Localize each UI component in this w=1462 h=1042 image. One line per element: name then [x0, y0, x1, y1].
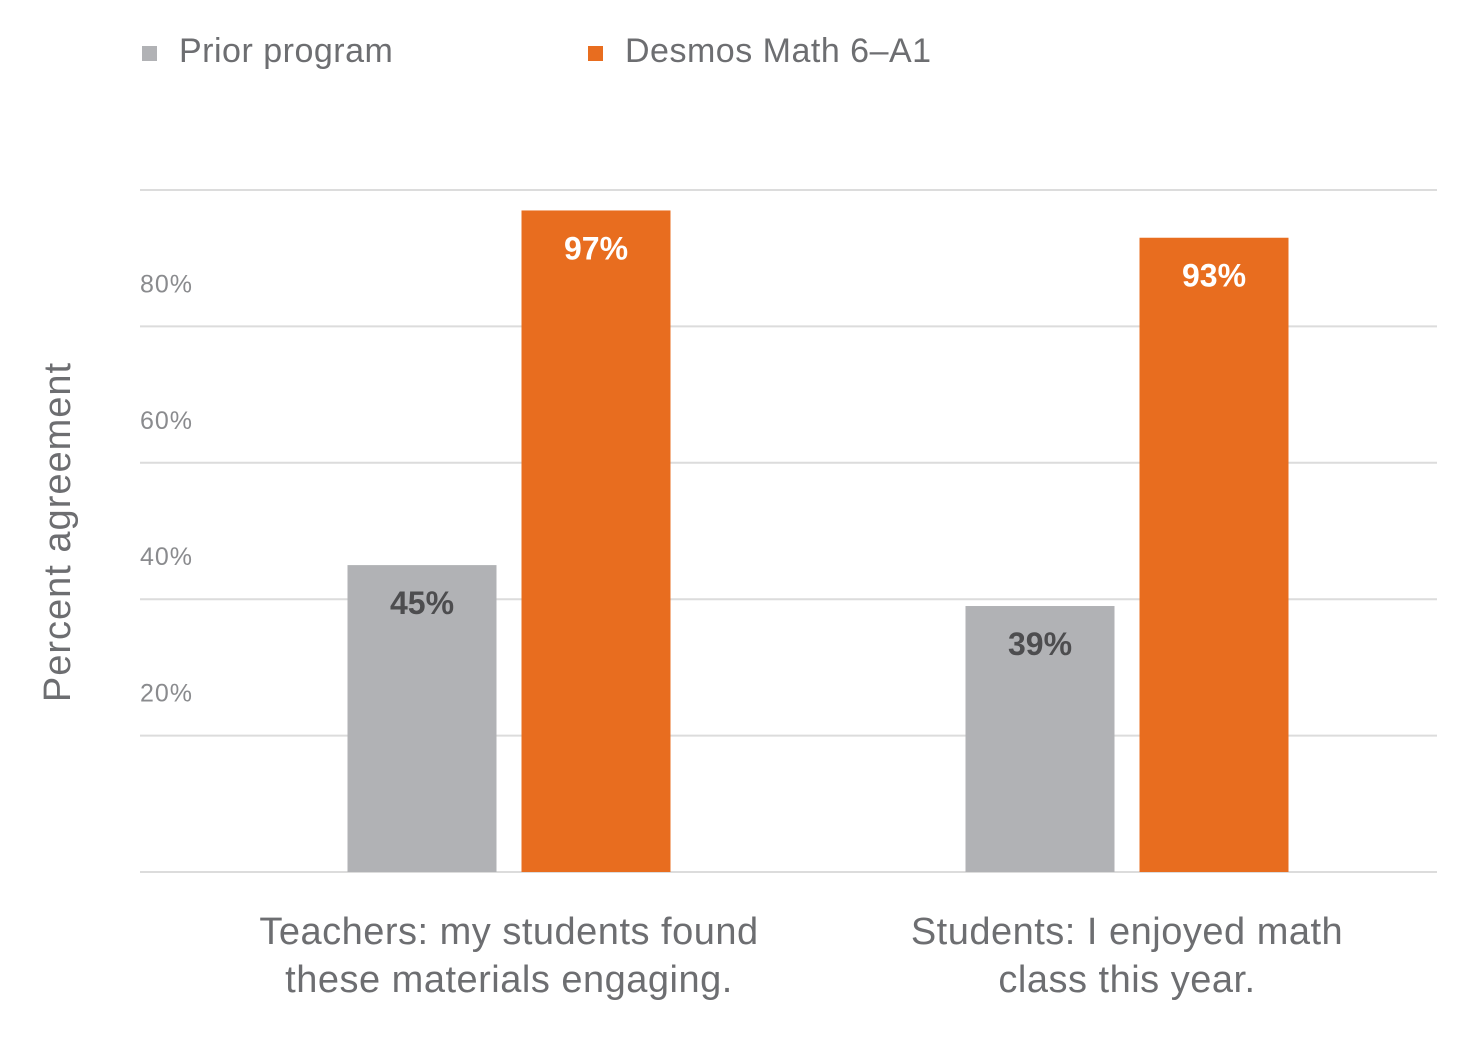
y-tick-label: 80%: [140, 270, 193, 298]
data-label: 45%: [390, 585, 454, 621]
category-labels: Teachers: my students found these materia…: [259, 911, 1343, 1001]
category-label: these materials engaging.: [285, 959, 733, 1001]
bars: 45% 97% 39% 93%: [347, 210, 1289, 873]
y-tick-label: 20%: [140, 680, 193, 708]
category-label: Teachers: my students found: [259, 911, 758, 953]
bar: [521, 210, 671, 872]
bar: [1139, 237, 1289, 873]
y-axis-ticks: 20% 40% 60% 80%: [140, 270, 193, 708]
legend-swatch: [588, 46, 603, 61]
category-label: Students: I enjoyed math: [911, 911, 1343, 953]
data-label: 97%: [564, 230, 628, 266]
legend-label: Prior program: [179, 32, 393, 70]
category-label: class this year.: [998, 959, 1255, 1001]
y-tick-label: 60%: [140, 407, 193, 435]
legend-label: Desmos Math 6–A1: [625, 32, 932, 70]
bar: [347, 565, 497, 872]
data-label: 93%: [1182, 258, 1246, 294]
legend-swatch: [142, 46, 157, 61]
y-tick-label: 40%: [140, 543, 193, 571]
legend: Prior program Desmos Math 6–A1: [142, 32, 932, 70]
bar: [965, 606, 1115, 872]
y-axis-label: Percent agreement: [37, 362, 79, 702]
data-label: 39%: [1008, 626, 1072, 662]
